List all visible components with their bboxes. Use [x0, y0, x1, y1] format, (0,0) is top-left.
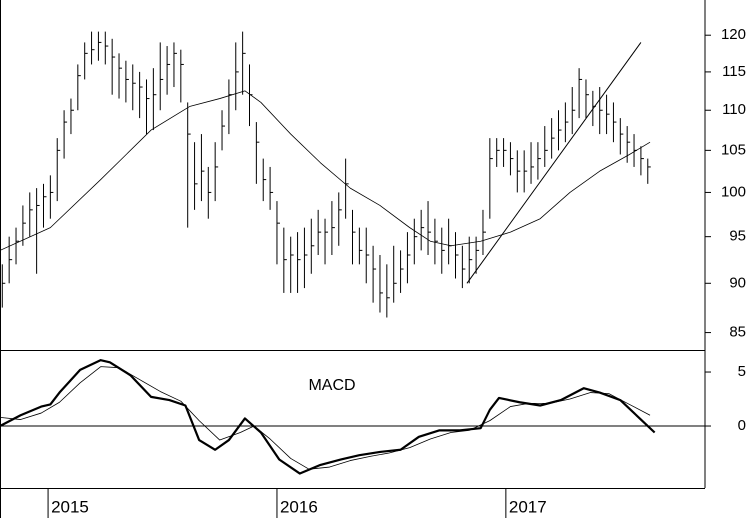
overlay-line: [0, 90, 651, 251]
overlay-line: [466, 42, 642, 284]
y-tick-label: 120: [721, 26, 746, 43]
y-tick-label: 110: [722, 101, 746, 118]
y-tick-label: 105: [721, 141, 746, 158]
y-tick-label: 5: [738, 363, 746, 380]
macd-line: [0, 366, 651, 470]
y-tick-label: 115: [722, 63, 746, 80]
y-tick-label: 90: [729, 274, 746, 291]
x-tick-label: 2015: [51, 497, 89, 516]
y-tick-label: 85: [729, 324, 746, 341]
panel-label: MACD: [308, 377, 355, 394]
y-tick-label: 100: [721, 183, 746, 200]
x-tick-label: 2017: [509, 497, 547, 516]
x-tick-label: 2016: [280, 497, 318, 516]
y-tick-label: 0: [738, 417, 746, 434]
y-tick-label: 95: [729, 228, 746, 245]
